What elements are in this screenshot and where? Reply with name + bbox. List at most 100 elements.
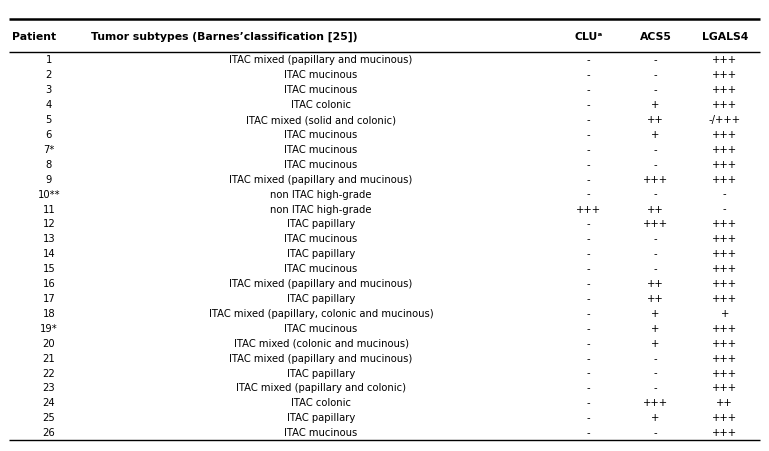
Text: -: - — [587, 234, 590, 244]
Text: ITAC mucinous: ITAC mucinous — [285, 129, 358, 140]
Text: 7*: 7* — [43, 144, 55, 155]
Text: -: - — [587, 100, 590, 110]
Text: +++: +++ — [712, 70, 737, 80]
Text: +++: +++ — [576, 204, 601, 214]
Text: +++: +++ — [712, 55, 737, 65]
Text: ITAC mixed (papillary and mucinous): ITAC mixed (papillary and mucinous) — [229, 353, 413, 363]
Text: -: - — [587, 174, 590, 184]
Text: ITAC papillary: ITAC papillary — [287, 293, 355, 304]
Text: ITAC papillary: ITAC papillary — [287, 368, 355, 378]
Text: ITAC papillary: ITAC papillary — [287, 412, 355, 423]
Text: CLUᵃ: CLUᵃ — [574, 32, 602, 41]
Text: LGALS4: LGALS4 — [701, 32, 748, 41]
Text: Patient: Patient — [12, 32, 55, 41]
Text: +: + — [651, 338, 660, 348]
Text: -: - — [654, 189, 657, 199]
Text: -: - — [587, 70, 590, 80]
Text: 4: 4 — [45, 100, 52, 110]
Text: 26: 26 — [42, 427, 55, 437]
Text: 20: 20 — [42, 338, 55, 348]
Text: 12: 12 — [42, 219, 55, 229]
Text: -: - — [587, 55, 590, 65]
Text: ITAC mucinous: ITAC mucinous — [285, 144, 358, 155]
Text: ++: ++ — [647, 278, 664, 289]
Text: +++: +++ — [712, 100, 737, 110]
Text: +++: +++ — [712, 174, 737, 184]
Text: +++: +++ — [712, 144, 737, 155]
Text: -: - — [587, 278, 590, 289]
Text: +++: +++ — [712, 263, 737, 274]
Text: 16: 16 — [42, 278, 55, 289]
Text: 23: 23 — [42, 382, 55, 393]
Text: -/+++: -/+++ — [709, 115, 741, 125]
Text: +++: +++ — [712, 368, 737, 378]
Text: 6: 6 — [45, 129, 52, 140]
Text: ITAC mucinous: ITAC mucinous — [285, 85, 358, 95]
Text: ITAC papillary: ITAC papillary — [287, 249, 355, 259]
Text: -: - — [587, 263, 590, 274]
Text: 5: 5 — [45, 115, 52, 125]
Text: -: - — [587, 115, 590, 125]
Text: +++: +++ — [712, 412, 737, 423]
Text: 1: 1 — [45, 55, 52, 65]
Text: -: - — [723, 204, 727, 214]
Text: 8: 8 — [45, 159, 52, 170]
Text: +++: +++ — [643, 219, 668, 229]
Text: -: - — [654, 249, 657, 259]
Text: -: - — [654, 263, 657, 274]
Text: +++: +++ — [643, 397, 668, 408]
Text: ++: ++ — [647, 293, 664, 304]
Text: -: - — [587, 427, 590, 437]
Text: ++: ++ — [647, 204, 664, 214]
Text: Tumor subtypes (Barnes’classification [25]): Tumor subtypes (Barnes’classification [2… — [91, 32, 358, 41]
Text: +++: +++ — [712, 293, 737, 304]
Text: non ITAC high-grade: non ITAC high-grade — [271, 204, 371, 214]
Text: +: + — [651, 323, 660, 333]
Text: +++: +++ — [712, 234, 737, 244]
Text: 11: 11 — [42, 204, 55, 214]
Text: ITAC papillary: ITAC papillary — [287, 219, 355, 229]
Text: ITAC mixed (colonic and mucinous): ITAC mixed (colonic and mucinous) — [234, 338, 408, 348]
Text: ++: ++ — [647, 115, 664, 125]
Text: -: - — [654, 55, 657, 65]
Text: ITAC mucinous: ITAC mucinous — [285, 427, 358, 437]
Text: -: - — [587, 159, 590, 170]
Text: 2: 2 — [45, 70, 52, 80]
Text: 13: 13 — [42, 234, 55, 244]
Text: 9: 9 — [45, 174, 52, 184]
Text: 22: 22 — [42, 368, 55, 378]
Text: +++: +++ — [712, 219, 737, 229]
Text: +: + — [721, 308, 729, 318]
Text: ITAC mixed (papillary and mucinous): ITAC mixed (papillary and mucinous) — [229, 174, 413, 184]
Text: 14: 14 — [42, 249, 55, 259]
Text: -: - — [654, 85, 657, 95]
Text: +: + — [651, 100, 660, 110]
Text: ITAC mucinous: ITAC mucinous — [285, 323, 358, 333]
Text: -: - — [587, 382, 590, 393]
Text: ITAC mucinous: ITAC mucinous — [285, 159, 358, 170]
Text: 24: 24 — [42, 397, 55, 408]
Text: +++: +++ — [712, 353, 737, 363]
Text: ITAC mixed (solid and colonic): ITAC mixed (solid and colonic) — [246, 115, 396, 125]
Text: -: - — [654, 368, 657, 378]
Text: ++: ++ — [717, 397, 733, 408]
Text: -: - — [654, 353, 657, 363]
Text: +++: +++ — [712, 382, 737, 393]
Text: -: - — [587, 85, 590, 95]
Text: ITAC mucinous: ITAC mucinous — [285, 234, 358, 244]
Text: -: - — [587, 368, 590, 378]
Text: -: - — [587, 219, 590, 229]
Text: -: - — [587, 338, 590, 348]
Text: ITAC colonic: ITAC colonic — [291, 397, 351, 408]
Text: -: - — [723, 189, 727, 199]
Text: 10**: 10** — [38, 189, 60, 199]
Text: ITAC mucinous: ITAC mucinous — [285, 263, 358, 274]
Text: ITAC mixed (papillary and mucinous): ITAC mixed (papillary and mucinous) — [229, 278, 413, 289]
Text: ITAC mixed (papillary and mucinous): ITAC mixed (papillary and mucinous) — [229, 55, 413, 65]
Text: -: - — [587, 308, 590, 318]
Text: +++: +++ — [712, 129, 737, 140]
Text: -: - — [654, 159, 657, 170]
Text: -: - — [587, 144, 590, 155]
Text: -: - — [587, 412, 590, 423]
Text: +++: +++ — [712, 249, 737, 259]
